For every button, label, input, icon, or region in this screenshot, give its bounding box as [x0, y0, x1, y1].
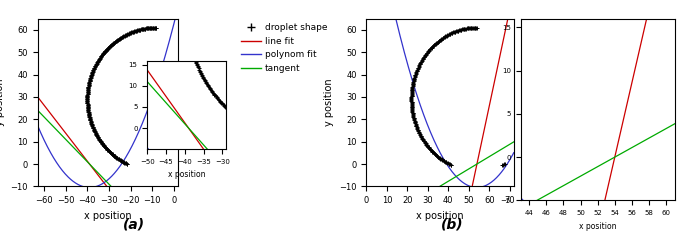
- X-axis label: x position: x position: [579, 222, 616, 231]
- X-axis label: x position: x position: [84, 211, 132, 221]
- X-axis label: x position: x position: [416, 211, 464, 221]
- Y-axis label: y position: y position: [324, 79, 334, 126]
- Text: (a): (a): [123, 217, 145, 231]
- Y-axis label: y position: y position: [0, 79, 5, 126]
- Legend: droplet shape, line fit, polynom fit, tangent: droplet shape, line fit, polynom fit, ta…: [241, 23, 327, 73]
- Text: (b): (b): [440, 217, 464, 231]
- X-axis label: x position: x position: [168, 170, 206, 179]
